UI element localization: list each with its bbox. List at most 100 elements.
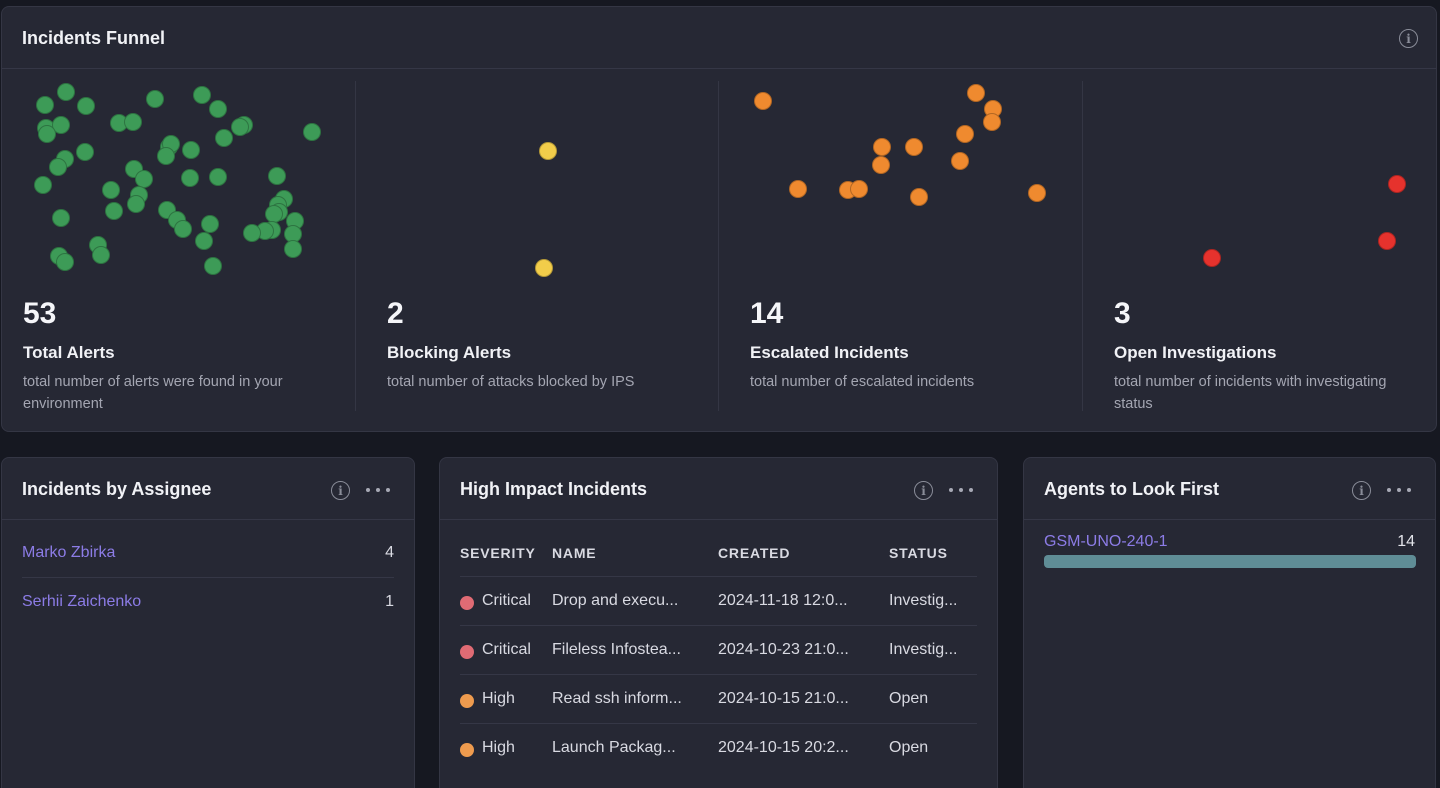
alert-dot <box>754 92 772 110</box>
metric-description: total number of alerts were found in you… <box>23 374 283 412</box>
dot-cluster <box>729 69 1082 279</box>
alert-dot <box>967 84 985 102</box>
severity-label: High <box>482 739 515 756</box>
info-icon[interactable]: i <box>331 481 350 500</box>
agent-link[interactable]: GSM-UNO-240-1 <box>1044 533 1168 550</box>
alert-dot <box>956 125 974 143</box>
column-header-created[interactable]: CREATED <box>718 545 791 561</box>
funnel-metric-escalated-incidents[interactable]: 14 Escalated Incidents total number of e… <box>729 69 1082 431</box>
severity-label: High <box>482 690 515 707</box>
high-impact-incidents-card: High Impact Incidents i SEVERITY NAME CR… <box>439 457 998 788</box>
alert-dot <box>243 224 261 242</box>
card-title: High Impact Incidents <box>460 479 648 499</box>
info-icon[interactable]: i <box>1352 481 1371 500</box>
alert-dot <box>182 141 200 159</box>
incident-link[interactable]: Drop and execu... <box>552 592 679 609</box>
alert-dot <box>195 232 213 250</box>
alert-dot <box>127 195 145 213</box>
more-options-icon[interactable] <box>949 487 973 493</box>
alert-dot <box>49 158 67 176</box>
column-header-name[interactable]: NAME <box>552 545 597 561</box>
created-cell: 2024-11-18 12:0... <box>718 592 848 609</box>
severity-dot <box>460 596 474 610</box>
more-options-icon[interactable] <box>366 487 390 493</box>
alert-dot <box>209 100 227 118</box>
alert-dot <box>215 129 233 147</box>
column-header-status[interactable]: STATUS <box>889 545 948 561</box>
alert-dot <box>52 209 70 227</box>
agent-progress-fill <box>1044 555 1416 568</box>
alert-dot <box>539 142 557 160</box>
created-cell: 2024-10-15 21:0... <box>718 690 849 707</box>
status-cell: Investig... <box>889 641 958 658</box>
card-header: Agents to Look First i <box>1024 458 1435 520</box>
table-row[interactable]: High Read ssh inform... 2024-10-15 21:0.… <box>460 674 977 723</box>
created-cell: 2024-10-23 21:0... <box>718 641 849 658</box>
divider <box>355 81 356 411</box>
alert-dot <box>105 202 123 220</box>
status-cell: Open <box>889 739 929 756</box>
dot-cluster <box>366 69 719 279</box>
list-item: Marko Zbirka 4 <box>22 529 394 578</box>
status-cell: Investig... <box>889 592 958 609</box>
dot-cluster <box>1093 69 1433 279</box>
metric-label: Blocking Alerts <box>387 343 512 362</box>
table-row[interactable]: High Launch Packag... 2024-10-15 20:2...… <box>460 723 977 772</box>
severity-dot <box>460 694 474 708</box>
alert-dot <box>77 97 95 115</box>
incident-link[interactable]: Launch Packag... <box>552 739 676 756</box>
alert-dot <box>1028 184 1046 202</box>
table-row[interactable]: Critical Fileless Infostea... 2024-10-23… <box>460 625 977 674</box>
info-icon[interactable]: i <box>914 481 933 500</box>
metric-label: Open Investigations <box>1114 343 1277 362</box>
assignee-link[interactable]: Serhii Zaichenko <box>22 593 142 610</box>
severity-label: Critical <box>482 592 531 609</box>
card-title: Incidents Funnel <box>22 28 166 48</box>
funnel-metric-open-investigations[interactable]: 3 Open Investigations total number of in… <box>1093 69 1433 431</box>
severity-label: Critical <box>482 641 531 658</box>
card-title: Agents to Look First <box>1044 479 1219 499</box>
status-cell: Open <box>889 690 929 707</box>
alert-dot <box>157 147 175 165</box>
alert-dot <box>201 215 219 233</box>
alert-dot <box>1388 175 1406 193</box>
more-options-icon[interactable] <box>1387 487 1411 493</box>
alert-dot <box>193 86 211 104</box>
alert-dot <box>910 188 928 206</box>
metric-value: 14 <box>750 297 784 330</box>
alert-dot <box>102 181 120 199</box>
incident-link[interactable]: Read ssh inform... <box>552 690 682 707</box>
assignee-link[interactable]: Marko Zbirka <box>22 544 116 561</box>
alert-dot <box>204 257 222 275</box>
alert-dot <box>124 113 142 131</box>
list-item: Serhii Zaichenko 1 <box>22 578 394 627</box>
alert-dot <box>268 167 286 185</box>
funnel-metric-total-alerts[interactable]: 53 Total Alerts total number of alerts w… <box>2 69 355 431</box>
divider <box>1082 81 1083 411</box>
table-row[interactable]: Critical Drop and execu... 2024-11-18 12… <box>460 576 977 625</box>
alert-dot <box>36 96 54 114</box>
metric-description: total number of incidents with investiga… <box>1114 374 1387 412</box>
alert-dot <box>983 113 1001 131</box>
info-icon[interactable]: i <box>1399 29 1418 48</box>
severity-dot <box>460 743 474 757</box>
incident-link[interactable]: Fileless Infostea... <box>552 641 681 658</box>
agent-progress-bar <box>1044 555 1416 568</box>
alert-dot <box>146 90 164 108</box>
alert-dot <box>850 180 868 198</box>
alert-dot <box>92 246 110 264</box>
column-header-severity[interactable]: SEVERITY <box>460 545 536 561</box>
assignee-count: 1 <box>385 593 394 610</box>
metric-value: 2 <box>387 297 404 330</box>
agents-to-look-first-card: Agents to Look First i GSM-UNO-240-1 14 <box>1023 457 1436 788</box>
alert-dot <box>181 169 199 187</box>
incidents-by-assignee-card: Incidents by Assignee i Marko Zbirka 4 S… <box>1 457 415 788</box>
metric-value: 53 <box>23 297 57 330</box>
divider <box>718 81 719 411</box>
funnel-metric-blocking-alerts[interactable]: 2 Blocking Alerts total number of attack… <box>366 69 719 431</box>
assignee-count: 4 <box>385 544 394 561</box>
alert-dot <box>52 116 70 134</box>
alert-dot <box>1378 232 1396 250</box>
alert-dot <box>174 220 192 238</box>
agent-count: 14 <box>1397 533 1415 550</box>
